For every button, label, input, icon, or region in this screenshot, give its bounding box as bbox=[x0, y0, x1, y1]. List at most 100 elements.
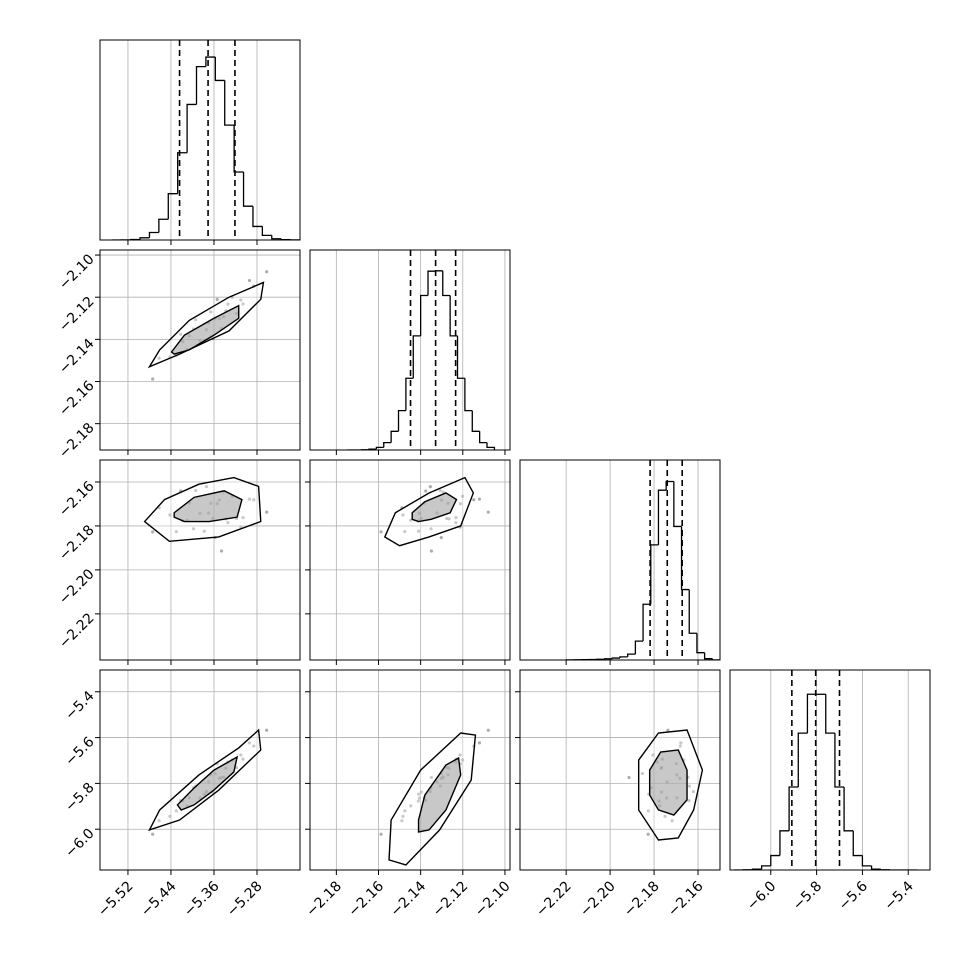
sample-point bbox=[265, 510, 268, 513]
y-tick-label: −2.18 bbox=[56, 420, 98, 462]
y-tick-label: −2.16 bbox=[56, 478, 98, 520]
sample-point bbox=[440, 536, 443, 539]
histogram-bin bbox=[413, 336, 420, 378]
sample-point bbox=[478, 498, 481, 501]
histogram-bin bbox=[780, 831, 789, 856]
panel bbox=[100, 670, 300, 870]
sample-point bbox=[379, 833, 382, 836]
panel bbox=[734, 670, 917, 870]
panel-frame bbox=[520, 460, 720, 660]
y-tick-label: −5.4 bbox=[62, 688, 97, 723]
histogram-bin bbox=[187, 104, 196, 152]
panel-frame bbox=[100, 250, 300, 450]
x-tick-label: −2.16 bbox=[345, 878, 387, 920]
sample-point bbox=[220, 549, 223, 552]
histogram-bin bbox=[253, 206, 262, 226]
y-tick-label: −2.16 bbox=[56, 378, 98, 420]
panel bbox=[100, 460, 300, 660]
panel bbox=[100, 250, 300, 450]
histogram-bin bbox=[826, 694, 835, 733]
histogram-bin bbox=[612, 658, 620, 659]
x-tick-label: −5.44 bbox=[138, 878, 180, 920]
histogram-bin bbox=[376, 447, 383, 449]
histogram-bin bbox=[853, 831, 862, 856]
histogram-bin bbox=[674, 481, 682, 526]
histogram-bin bbox=[149, 233, 158, 238]
x-tick-label: −2.22 bbox=[533, 878, 575, 920]
histogram-bin bbox=[480, 431, 487, 442]
histogram-bin bbox=[168, 194, 177, 220]
x-tick-label: −2.20 bbox=[577, 878, 619, 920]
y-tick-label: −2.20 bbox=[56, 566, 98, 608]
y-tick-label: −5.8 bbox=[62, 780, 97, 815]
sample-point bbox=[216, 298, 219, 301]
panel bbox=[310, 460, 510, 660]
panel bbox=[336, 250, 505, 450]
x-tick-label: −5.36 bbox=[181, 878, 223, 920]
sample-point bbox=[248, 279, 251, 282]
panel-frame bbox=[100, 40, 300, 240]
histogram-bin bbox=[197, 67, 206, 105]
histogram-bin bbox=[399, 411, 406, 432]
histogram-bin bbox=[762, 866, 771, 869]
x-tick-label: −2.12 bbox=[430, 878, 472, 920]
histogram-bin bbox=[428, 271, 435, 295]
sample-point bbox=[487, 729, 490, 732]
histogram-bin bbox=[215, 57, 224, 80]
panel-frame bbox=[730, 670, 930, 870]
x-tick-label: −2.18 bbox=[621, 878, 663, 920]
histogram-bin bbox=[628, 654, 636, 657]
sample-point bbox=[487, 510, 490, 513]
histogram-bin bbox=[384, 443, 391, 448]
x-tick-label: −6.0 bbox=[744, 878, 779, 913]
histogram-bin bbox=[262, 226, 271, 235]
sample-point bbox=[627, 776, 630, 779]
sample-point bbox=[379, 530, 382, 533]
x-tick-label: −5.52 bbox=[95, 878, 137, 920]
histogram-bin bbox=[391, 431, 398, 442]
histogram-bin bbox=[225, 80, 234, 125]
contour bbox=[650, 750, 687, 815]
sample-point bbox=[151, 530, 154, 533]
panel bbox=[112, 40, 300, 240]
y-tick-label: −2.14 bbox=[56, 336, 98, 378]
histogram-bin bbox=[689, 590, 697, 634]
histogram-bin bbox=[465, 378, 472, 410]
x-tick-label: −5.6 bbox=[836, 878, 871, 913]
histogram-bin bbox=[872, 866, 881, 869]
x-tick-label: −2.16 bbox=[665, 878, 707, 920]
x-tick-label: −2.18 bbox=[303, 878, 345, 920]
y-tick-label: −2.22 bbox=[56, 610, 98, 652]
sample-point bbox=[151, 833, 154, 836]
sample-point bbox=[424, 489, 427, 492]
histogram-bin bbox=[862, 856, 871, 866]
panel bbox=[566, 460, 720, 660]
histogram-bin bbox=[771, 856, 780, 866]
x-tick-label: −5.8 bbox=[790, 878, 825, 913]
histogram-bin bbox=[458, 336, 465, 378]
histogram-bin bbox=[789, 787, 798, 831]
sample-point bbox=[478, 741, 481, 744]
histogram-bin bbox=[798, 733, 807, 787]
histogram-bin bbox=[844, 787, 853, 831]
histogram-bin bbox=[635, 641, 643, 654]
histogram-bin bbox=[443, 271, 450, 296]
histogram-bin bbox=[658, 490, 666, 545]
panel bbox=[520, 670, 720, 870]
y-tick-label: −2.10 bbox=[56, 251, 98, 293]
sample-point bbox=[265, 270, 268, 273]
y-tick-label: −2.18 bbox=[56, 522, 98, 564]
sample-point bbox=[265, 729, 268, 732]
histogram-bin bbox=[620, 657, 628, 658]
sample-point bbox=[430, 549, 433, 552]
panel-frame bbox=[310, 460, 510, 660]
histogram-bin bbox=[472, 411, 479, 432]
x-tick-label: −5.4 bbox=[882, 878, 917, 913]
sample-point bbox=[472, 498, 475, 501]
histogram-bin bbox=[487, 443, 494, 450]
panel-frame bbox=[100, 670, 300, 870]
histogram-bin bbox=[159, 219, 168, 232]
histogram-bin bbox=[272, 235, 281, 238]
